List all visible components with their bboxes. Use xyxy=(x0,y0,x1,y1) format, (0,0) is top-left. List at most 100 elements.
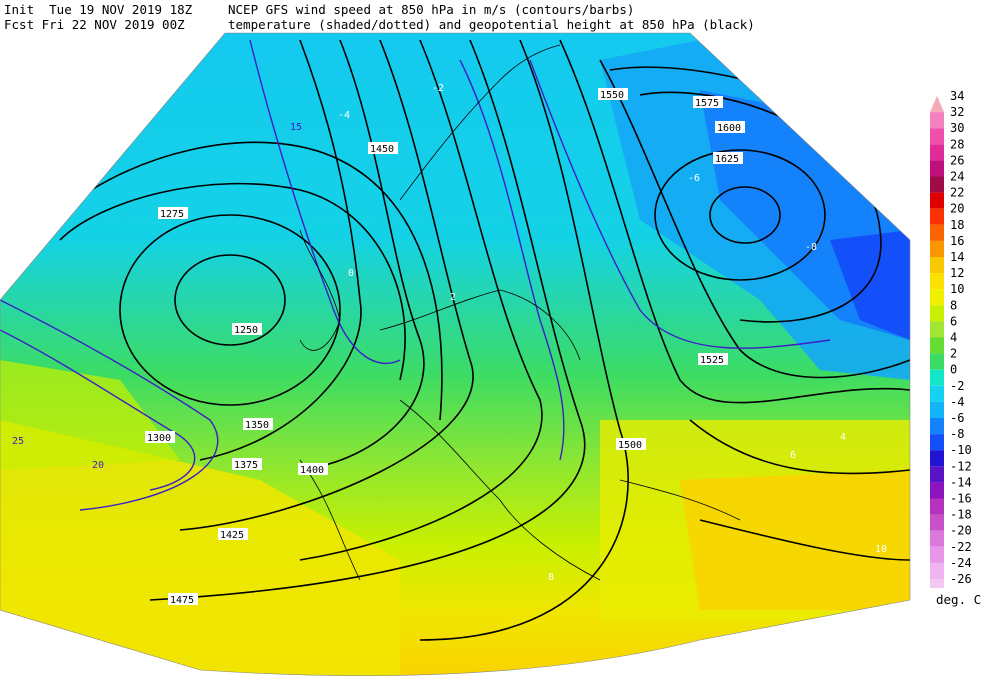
svg-text:1400: 1400 xyxy=(300,465,324,476)
legend-tick-label: 24 xyxy=(950,170,964,184)
height-label-1450: 1450 xyxy=(368,142,398,155)
low-center-atlantic xyxy=(174,254,286,346)
legend-tick-label: -12 xyxy=(950,459,972,473)
legend-tick-label: 2 xyxy=(950,347,957,361)
contour-1425 xyxy=(179,39,474,531)
svg-text:1375: 1375 xyxy=(234,460,258,471)
legend-swatch xyxy=(930,514,944,531)
legend-tick-label: -4 xyxy=(950,395,964,409)
legend-tick-label: -22 xyxy=(950,540,972,554)
legend-swatch xyxy=(930,224,944,241)
height-label-1275: 1275 xyxy=(158,207,188,220)
legend-swatch xyxy=(930,434,944,451)
svg-text:1450: 1450 xyxy=(370,144,394,155)
legend-swatch xyxy=(930,112,944,129)
legend-swatch xyxy=(930,321,944,338)
legend-tick-label: -20 xyxy=(950,524,972,538)
legend-swatch xyxy=(930,257,944,274)
legend-swatch xyxy=(930,353,944,370)
height-label-1475: 1475 xyxy=(168,593,198,606)
warm-area-southwest xyxy=(0,420,400,676)
coast-mediterranean xyxy=(399,399,601,581)
height-label-1525: 1525 xyxy=(698,353,728,366)
svg-text:1600: 1600 xyxy=(717,123,741,134)
legend-swatch xyxy=(930,482,944,499)
legend-swatch xyxy=(930,385,944,402)
legend-swatch xyxy=(930,305,944,322)
contour-1450 xyxy=(299,39,543,561)
legend-swatch xyxy=(930,289,944,306)
init-time: Init Tue 19 NOV 2019 18Z xyxy=(4,2,193,17)
legend-tick-label: -14 xyxy=(950,475,972,489)
wind-contour-15-central xyxy=(459,59,565,461)
legend-tick-label: 30 xyxy=(950,121,964,135)
high-center-russia xyxy=(709,186,781,244)
legend-swatch xyxy=(930,450,944,467)
legend-swatch xyxy=(930,530,944,547)
legend-tick-label: -6 xyxy=(950,411,964,425)
legend-swatch xyxy=(930,562,944,579)
contour-1475 xyxy=(149,39,586,601)
legend-tick-label: -2 xyxy=(950,379,964,393)
temp-label-minus4: -4 xyxy=(338,110,350,121)
contour-1525-southeast xyxy=(699,519,910,561)
legend-tick-label: -18 xyxy=(950,508,972,522)
svg-text:1250: 1250 xyxy=(234,325,258,336)
wind-contour-15-east xyxy=(529,59,831,349)
run-info: Init Tue 19 NOV 2019 18Z Fcst Fri 22 NOV … xyxy=(4,2,192,32)
legend-tick-label: 14 xyxy=(950,250,964,264)
legend-tick-label: 10 xyxy=(950,282,964,296)
temp-label-minus8: -8 xyxy=(805,242,817,253)
temp-label-10: 10 xyxy=(875,544,887,555)
temp-label-4: 4 xyxy=(840,432,846,443)
contour-1500-southeast xyxy=(689,419,910,475)
legend-tick-label: 26 xyxy=(950,153,964,167)
legend-tick-label: 18 xyxy=(950,218,964,232)
height-label-1500: 1500 xyxy=(616,438,646,451)
contour-1525 xyxy=(559,39,910,404)
legend-tick-label: 12 xyxy=(950,266,964,280)
legend-tick-label: -26 xyxy=(950,572,972,586)
height-label-1400: 1400 xyxy=(298,463,328,476)
temperature-legend: 34 32 30 28 26 24 22 20 18 16 14 12 10 8 6 4 2 0 -2 -4 -6 -8-… xyxy=(928,88,1000,618)
title-line-2: temperature (shaded/dotted) and geopoten… xyxy=(228,17,755,32)
svg-text:1500: 1500 xyxy=(618,440,642,451)
legend-tick-label: -16 xyxy=(950,492,972,506)
legend-tick-label: 34 xyxy=(950,89,964,103)
warm-area-plus10 xyxy=(680,470,910,610)
legend-tick-label: 4 xyxy=(950,331,957,345)
legend-tick-label: 0 xyxy=(950,363,957,377)
legend-swatch xyxy=(930,144,944,161)
contour-1625-ring xyxy=(654,149,826,281)
legend-tick-label: 28 xyxy=(950,137,964,151)
legend-tick-label: -10 xyxy=(950,443,972,457)
wind-label-20: 20 xyxy=(92,460,104,471)
legend-swatch xyxy=(930,128,944,145)
svg-text:1275: 1275 xyxy=(160,209,184,220)
legend-swatch xyxy=(930,418,944,435)
svg-text:1425: 1425 xyxy=(220,530,244,541)
legend-tick-label: -8 xyxy=(950,427,964,441)
height-contours xyxy=(39,39,910,641)
wind-contour-20 xyxy=(0,329,196,491)
height-label-1250: 1250 xyxy=(232,323,262,336)
wind-label-25: 25 xyxy=(12,436,24,447)
legend-swatch xyxy=(930,192,944,209)
legend-tick-label: 22 xyxy=(950,186,964,200)
legend-tick-label: -24 xyxy=(950,556,972,570)
title-line-1: NCEP GFS wind speed at 850 hPa in m/s (c… xyxy=(228,2,635,17)
legend-swatch xyxy=(930,160,944,177)
mild-area-atlantic xyxy=(0,360,180,470)
legend-swatch xyxy=(930,401,944,418)
legend-tick-label: 8 xyxy=(950,298,957,312)
legend-swatch xyxy=(930,176,944,193)
legend-tick-label: 20 xyxy=(950,202,964,216)
temp-label-minus6: -6 xyxy=(688,173,700,184)
contour-1400 xyxy=(299,39,425,471)
height-label-1350: 1350 xyxy=(243,418,273,431)
legend-swatch xyxy=(930,337,944,354)
legend-swatch xyxy=(930,96,944,113)
